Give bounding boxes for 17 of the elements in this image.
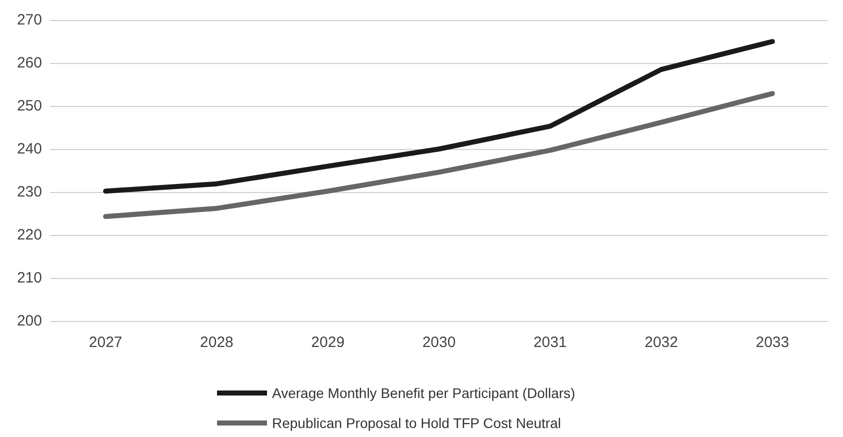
y-tick-label: 270 (16, 12, 42, 28)
x-tick-label: 2033 (756, 334, 790, 351)
y-tick-label: 230 (16, 184, 42, 200)
legend-label: Republican Proposal to Hold TFP Cost Neutral (272, 415, 561, 431)
x-tick-label: 2031 (533, 334, 567, 351)
y-tick-label: 260 (16, 54, 42, 72)
y-tick-label: 210 (16, 270, 42, 286)
x-tick-label: 2032 (644, 334, 678, 351)
y-tick-label: 250 (16, 98, 42, 114)
y-tick-label: 240 (16, 140, 42, 158)
x-tick-label: 2027 (88, 334, 122, 351)
y-tick-label: 200 (16, 312, 42, 330)
x-tick-label: 2029 (311, 334, 345, 351)
y-tick-label: 220 (16, 226, 42, 244)
legend-label: Average Monthly Benefit per Participant (Dollars) (272, 385, 576, 401)
x-tick-label: 2028 (200, 334, 234, 351)
x-tick-label: 2030 (422, 334, 456, 351)
